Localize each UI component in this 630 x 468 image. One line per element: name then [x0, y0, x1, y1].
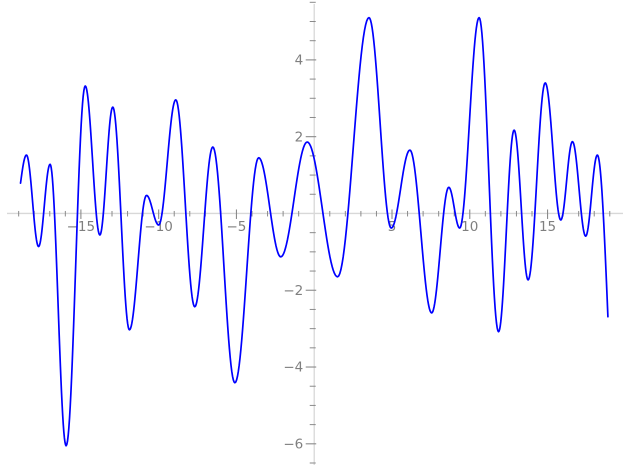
x-tick-label: 10 — [461, 219, 478, 235]
x-tick-label: −5 — [226, 219, 246, 235]
x-tick-label: −15 — [67, 219, 96, 235]
y-tick-label: −4 — [283, 360, 303, 376]
y-tick-label: 4 — [295, 53, 304, 69]
y-tick-label: 2 — [295, 129, 304, 145]
x-tick-label: 15 — [539, 219, 556, 235]
y-tick-label: −2 — [283, 283, 303, 299]
x-tick-label: −10 — [144, 219, 173, 235]
y-tick-label: −6 — [283, 437, 303, 453]
blue-function-curve — [19, 16, 609, 447]
